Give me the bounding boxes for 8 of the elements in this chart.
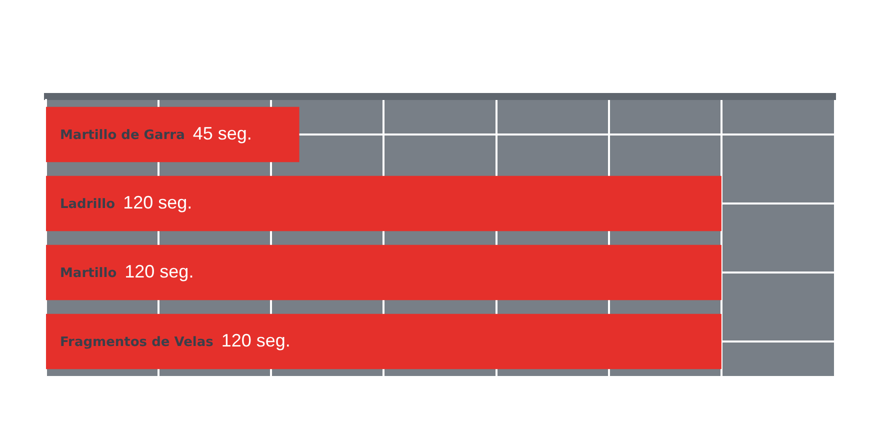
y-tick-label: Ladrillo xyxy=(60,196,116,212)
y-tick-label: Martillo xyxy=(60,266,117,281)
data-label: 120 seg. xyxy=(221,330,290,350)
y-tick-label: Fragmentos de Velas xyxy=(60,334,214,350)
y-tick-label: Martillo de Garra xyxy=(60,128,185,143)
data-label: 120 seg. xyxy=(124,261,194,282)
data-label: 45 seg. xyxy=(192,123,252,144)
data-label: 120 seg. xyxy=(123,192,192,212)
